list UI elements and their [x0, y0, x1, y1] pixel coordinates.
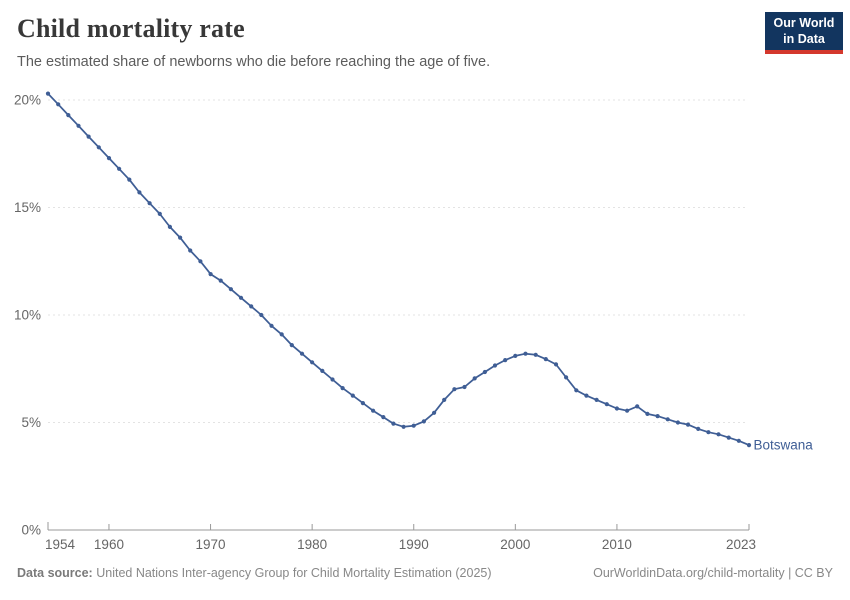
- x-tick-label: 2010: [602, 537, 632, 552]
- data-point[interactable]: [513, 353, 518, 358]
- x-tick-label: 1980: [297, 537, 327, 552]
- data-point[interactable]: [279, 332, 284, 337]
- data-point[interactable]: [269, 323, 274, 328]
- data-point[interactable]: [320, 368, 325, 373]
- data-point[interactable]: [625, 408, 630, 413]
- data-point[interactable]: [696, 426, 701, 431]
- data-point[interactable]: [675, 420, 681, 425]
- y-tick-label: 5%: [21, 415, 41, 430]
- data-point[interactable]: [421, 419, 426, 424]
- data-point[interactable]: [340, 386, 345, 391]
- data-point[interactable]: [614, 406, 620, 411]
- series-end-label[interactable]: Botswana: [754, 438, 814, 453]
- data-point[interactable]: [523, 351, 528, 356]
- data-point[interactable]: [482, 369, 487, 375]
- data-point[interactable]: [137, 190, 142, 195]
- data-point[interactable]: [452, 387, 457, 392]
- owid-logo-line1: Our World: [773, 16, 835, 30]
- chart-subtitle: The estimated share of newborns who die …: [17, 54, 491, 70]
- data-point[interactable]: [604, 402, 609, 407]
- data-point[interactable]: [127, 177, 132, 182]
- data-point[interactable]: [503, 358, 508, 363]
- data-point[interactable]: [310, 360, 315, 365]
- data-point[interactable]: [56, 102, 61, 107]
- data-point[interactable]: [401, 424, 406, 429]
- x-tick-label: 2023: [726, 537, 756, 552]
- data-point[interactable]: [76, 123, 81, 128]
- data-point[interactable]: [411, 423, 416, 428]
- data-point[interactable]: [350, 393, 355, 398]
- data-point[interactable]: [746, 443, 752, 448]
- data-point[interactable]: [299, 351, 305, 356]
- data-point[interactable]: [360, 401, 365, 406]
- data-point[interactable]: [167, 224, 172, 229]
- data-point[interactable]: [574, 388, 579, 393]
- data-point[interactable]: [371, 408, 376, 413]
- data-point[interactable]: [249, 304, 254, 309]
- data-point[interactable]: [117, 166, 122, 171]
- page-title: Child mortality rate: [17, 14, 245, 43]
- data-point[interactable]: [543, 357, 548, 362]
- data-point[interactable]: [96, 145, 101, 150]
- chart-footer: Data source: United Nations Inter-agency…: [17, 566, 833, 580]
- y-tick-label: 10%: [14, 308, 41, 323]
- x-tick-label: 1960: [94, 537, 124, 552]
- data-point[interactable]: [492, 363, 498, 368]
- data-point[interactable]: [188, 248, 193, 253]
- data-source-text: United Nations Inter-agency Group for Ch…: [96, 566, 492, 580]
- data-point[interactable]: [685, 422, 691, 427]
- x-tick-label: 1970: [196, 537, 226, 552]
- data-point[interactable]: [106, 156, 112, 161]
- data-point[interactable]: [45, 91, 51, 96]
- data-point[interactable]: [381, 415, 386, 420]
- data-point[interactable]: [208, 272, 213, 277]
- owid-logo[interactable]: Our World in Data: [765, 12, 843, 54]
- data-point[interactable]: [259, 312, 264, 318]
- data-point[interactable]: [553, 362, 559, 367]
- data-point[interactable]: [238, 295, 244, 300]
- data-point[interactable]: [716, 432, 721, 437]
- x-tick-label: 1954: [45, 537, 76, 552]
- data-point[interactable]: [665, 417, 670, 422]
- data-point[interactable]: [584, 393, 589, 398]
- data-point[interactable]: [635, 404, 640, 409]
- data-point[interactable]: [655, 414, 660, 419]
- data-point[interactable]: [736, 438, 741, 443]
- data-point[interactable]: [533, 352, 538, 357]
- series-line[interactable]: [47, 92, 750, 446]
- data-point[interactable]: [391, 421, 396, 426]
- data-source-label: Data source:: [17, 566, 93, 580]
- x-tick-label: 2000: [500, 537, 530, 552]
- data-point[interactable]: [147, 201, 152, 206]
- y-tick-label: 20%: [14, 93, 41, 108]
- data-point[interactable]: [645, 411, 650, 416]
- data-point[interactable]: [228, 287, 233, 292]
- data-point[interactable]: [706, 430, 711, 435]
- data-point[interactable]: [594, 397, 599, 402]
- x-tick-label: 1990: [399, 537, 429, 552]
- data-source: Data source: United Nations Inter-agency…: [17, 566, 492, 580]
- data-point[interactable]: [157, 211, 162, 216]
- data-point[interactable]: [66, 113, 71, 118]
- owid-logo-line2: in Data: [783, 31, 825, 46]
- data-point[interactable]: [198, 259, 203, 264]
- data-point[interactable]: [564, 375, 569, 380]
- data-point[interactable]: [86, 134, 91, 139]
- data-point[interactable]: [462, 384, 467, 390]
- data-point[interactable]: [330, 377, 335, 382]
- data-point[interactable]: [442, 397, 447, 402]
- data-point[interactable]: [472, 376, 477, 381]
- data-point[interactable]: [432, 410, 437, 415]
- license-link[interactable]: OurWorldinData.org/child-mortality | CC …: [593, 566, 833, 580]
- data-point[interactable]: [178, 235, 183, 240]
- y-tick-label: 15%: [14, 200, 41, 215]
- data-point[interactable]: [289, 343, 294, 348]
- y-tick-label: 0%: [21, 523, 41, 538]
- data-point[interactable]: [726, 435, 731, 440]
- data-point[interactable]: [218, 278, 223, 283]
